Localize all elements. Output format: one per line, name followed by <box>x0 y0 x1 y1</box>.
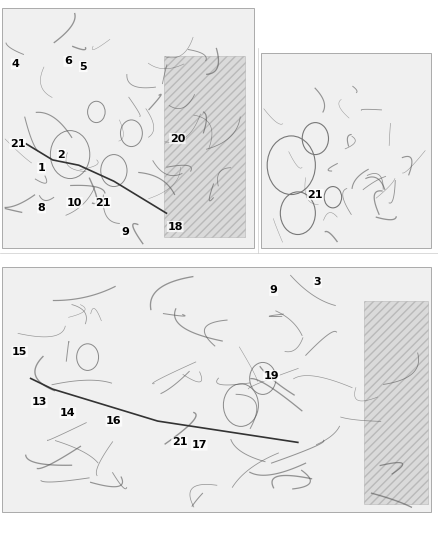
Text: 6: 6 <box>64 56 72 66</box>
Text: 21: 21 <box>307 190 323 199</box>
Text: 16: 16 <box>106 416 122 426</box>
Text: 1: 1 <box>38 163 46 173</box>
Bar <box>364 301 428 504</box>
Text: 10: 10 <box>67 198 82 207</box>
Bar <box>2 266 431 512</box>
Bar <box>164 56 245 237</box>
Text: 18: 18 <box>167 222 183 231</box>
Text: 15: 15 <box>12 347 28 357</box>
Text: 9: 9 <box>121 227 129 237</box>
Text: 20: 20 <box>170 134 185 143</box>
Text: 21: 21 <box>172 438 187 447</box>
Text: 5: 5 <box>79 62 87 71</box>
Text: 19: 19 <box>264 371 279 381</box>
Text: 21: 21 <box>95 198 111 207</box>
Text: 2: 2 <box>57 150 65 159</box>
Text: 9: 9 <box>270 286 278 295</box>
Bar <box>261 53 431 248</box>
Text: 8: 8 <box>38 203 46 213</box>
Bar <box>2 8 254 248</box>
Text: 14: 14 <box>60 408 76 418</box>
Text: 21: 21 <box>10 139 25 149</box>
Text: 13: 13 <box>32 398 47 407</box>
Text: 4: 4 <box>11 59 19 69</box>
Text: 17: 17 <box>191 440 207 450</box>
Text: 3: 3 <box>314 278 321 287</box>
